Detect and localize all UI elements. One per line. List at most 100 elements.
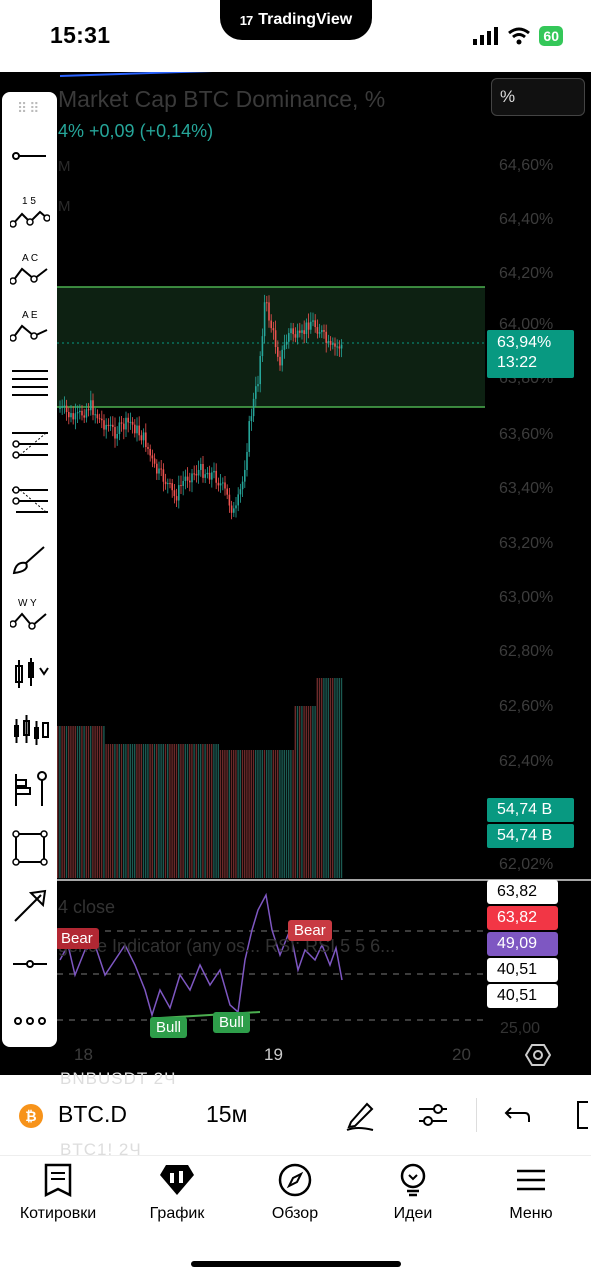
drawing-pen-icon[interactable]	[343, 1098, 377, 1132]
arrow-icon[interactable]	[8, 884, 52, 928]
bear-divergence-badge: Bear	[55, 928, 99, 949]
tool-label: A C	[22, 253, 38, 264]
candle-body	[158, 468, 160, 474]
candle-body	[63, 405, 66, 407]
nav-explore[interactable]: Обзор	[240, 1163, 350, 1223]
candle-body	[81, 410, 83, 416]
volume-bar	[204, 744, 206, 878]
candle-body	[272, 328, 275, 331]
volume-bar	[61, 726, 63, 878]
volume-bar	[274, 750, 277, 878]
abcd-pattern-icon[interactable]: A C	[8, 247, 52, 291]
volume-bar	[127, 744, 129, 878]
candle-body	[83, 415, 85, 418]
trend-line-icon[interactable]	[8, 134, 52, 178]
rectangle-icon[interactable]	[8, 826, 52, 870]
nav-ideas[interactable]: Идеи	[358, 1163, 468, 1223]
bear-divergence-badge: Bear	[288, 920, 332, 941]
candle-body	[147, 447, 149, 449]
volume-bar	[263, 750, 266, 878]
candles-icon[interactable]	[8, 709, 52, 753]
oscillator-line	[59, 892, 343, 1018]
island-app-name: TradingView	[258, 11, 353, 28]
candle-body	[321, 330, 323, 333]
candle-body	[230, 505, 233, 513]
candle-body	[79, 410, 81, 413]
candle-body	[94, 414, 96, 416]
candle-body	[235, 505, 237, 509]
nav-label: Меню	[509, 1205, 553, 1222]
nav-label: График	[149, 1205, 205, 1222]
volume-bar	[98, 726, 101, 878]
volume-bar	[164, 744, 167, 878]
drag-handle-icon[interactable]: ⠿⠿	[17, 100, 42, 116]
volume-bar	[147, 744, 149, 878]
candle-body	[85, 409, 88, 418]
undo-icon[interactable]	[501, 1098, 535, 1132]
volume-bar	[272, 750, 274, 878]
symbol-search-button[interactable]: BTC.D	[58, 1101, 127, 1127]
fib-retracement-icon[interactable]	[8, 422, 52, 466]
candle-body	[109, 424, 112, 427]
candle-body	[219, 483, 222, 486]
volume-bar	[301, 706, 303, 878]
candle-body	[213, 470, 215, 473]
price-axis-label: 64,20%	[499, 265, 554, 282]
candle-body	[224, 482, 226, 489]
volume-bar	[281, 750, 283, 878]
chart-area[interactable]	[0, 72, 591, 1075]
candle-body	[263, 302, 266, 337]
xabcd-pattern-icon[interactable]: 1 5	[8, 190, 52, 234]
candle-body	[131, 421, 134, 425]
candle-body	[222, 482, 224, 484]
candle-body	[191, 473, 193, 483]
volume-bar	[217, 744, 219, 878]
horizontal-ray-icon[interactable]	[8, 942, 52, 986]
chart-canvas[interactable]	[0, 72, 591, 1075]
volume-bar	[237, 750, 239, 878]
fullscreen-icon[interactable]	[570, 1098, 591, 1132]
candle-body	[314, 320, 316, 328]
candle-body	[138, 425, 140, 436]
more-icon[interactable]	[8, 999, 52, 1043]
fib-extension-icon[interactable]	[8, 479, 52, 523]
candle-body	[277, 347, 279, 357]
indicators-icon[interactable]	[416, 1098, 450, 1132]
brush-icon[interactable]	[8, 537, 52, 581]
volume-profile-icon[interactable]	[8, 767, 52, 811]
dynamic-island: 17 TradingView	[220, 0, 372, 40]
candle-body	[167, 483, 169, 485]
nav-chart[interactable]: График	[122, 1163, 232, 1223]
volume-bar	[180, 744, 182, 878]
volume-bar	[125, 744, 127, 878]
candle-body	[127, 417, 129, 423]
interval-button[interactable]: 15м	[206, 1101, 248, 1127]
nav-watchlist[interactable]: Котировки	[3, 1163, 113, 1223]
chart-settings-icon[interactable]	[525, 1042, 551, 1068]
time-axis-label: 19	[264, 1045, 283, 1064]
price-axis-label: 63,20%	[499, 535, 554, 552]
elliott-wave-icon[interactable]: A E	[8, 304, 52, 348]
status-time: 15:31	[50, 22, 111, 48]
long-position-icon[interactable]	[8, 652, 52, 696]
candle-body	[182, 481, 184, 486]
volume-bar	[81, 726, 83, 878]
candle-body	[68, 412, 70, 418]
volume-bar	[222, 750, 224, 878]
volume-bar	[299, 706, 301, 878]
wave-pattern-icon[interactable]: W Y	[8, 592, 52, 636]
nav-menu[interactable]: Меню	[476, 1163, 586, 1223]
percent-scale-button[interactable]: %	[491, 78, 585, 116]
volume-bar	[307, 706, 310, 878]
candle-body	[76, 412, 79, 414]
volume-bar	[211, 744, 213, 878]
candle-body	[180, 485, 182, 487]
volume-bar	[103, 726, 105, 878]
volume-bar	[235, 750, 237, 878]
oscillator-value-tag: 40,51	[487, 958, 558, 982]
candle-body	[136, 425, 138, 434]
volume-bar	[327, 678, 329, 878]
volume-bar	[332, 678, 334, 878]
horizontal-lines-icon[interactable]	[8, 362, 52, 406]
volume-bar	[129, 744, 131, 878]
